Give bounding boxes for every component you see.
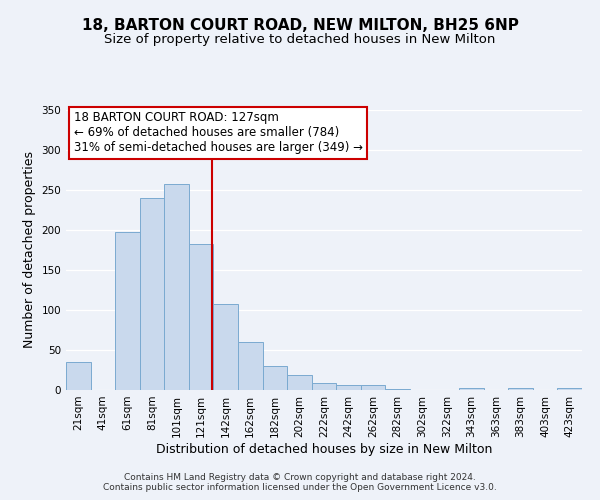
- Bar: [214, 304, 238, 390]
- Bar: [189, 244, 214, 390]
- Bar: [238, 342, 263, 390]
- Y-axis label: Number of detached properties: Number of detached properties: [23, 152, 36, 348]
- Text: Size of property relative to detached houses in New Milton: Size of property relative to detached ho…: [104, 32, 496, 46]
- X-axis label: Distribution of detached houses by size in New Milton: Distribution of detached houses by size …: [156, 442, 492, 456]
- Bar: [508, 388, 533, 390]
- Bar: [263, 366, 287, 390]
- Bar: [312, 383, 336, 390]
- Bar: [287, 375, 312, 390]
- Bar: [459, 388, 484, 390]
- Text: Contains HM Land Registry data © Crown copyright and database right 2024.
Contai: Contains HM Land Registry data © Crown c…: [103, 473, 497, 492]
- Bar: [66, 362, 91, 390]
- Bar: [385, 389, 410, 390]
- Bar: [164, 184, 189, 390]
- Bar: [336, 385, 361, 390]
- Bar: [115, 232, 140, 390]
- Bar: [557, 388, 582, 390]
- Bar: [140, 198, 164, 390]
- Bar: [361, 385, 385, 390]
- Text: 18 BARTON COURT ROAD: 127sqm
← 69% of detached houses are smaller (784)
31% of s: 18 BARTON COURT ROAD: 127sqm ← 69% of de…: [74, 112, 363, 154]
- Text: 18, BARTON COURT ROAD, NEW MILTON, BH25 6NP: 18, BARTON COURT ROAD, NEW MILTON, BH25 …: [82, 18, 518, 32]
